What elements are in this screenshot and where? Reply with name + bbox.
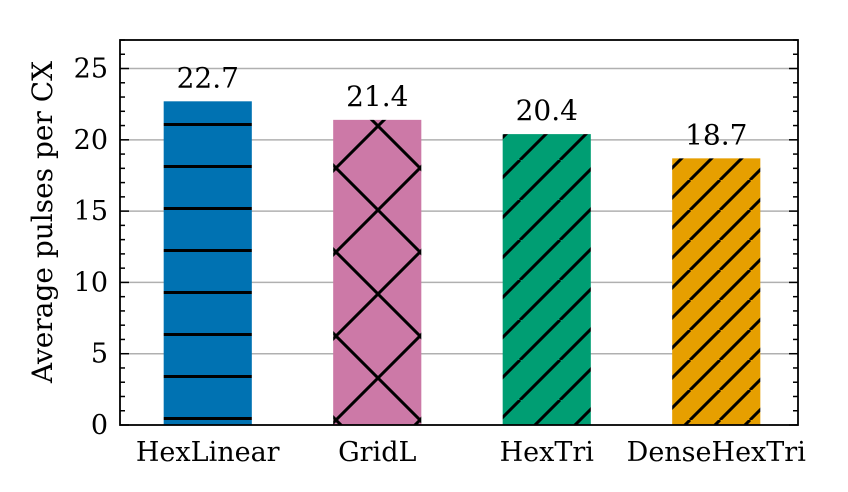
plot-frame: [119, 39, 799, 426]
y-tick-label-10: 10: [74, 267, 108, 298]
bars: [163, 101, 761, 425]
data-label-hextri: 20.4: [516, 94, 578, 127]
data-label-gridl: 21.4: [346, 80, 408, 113]
y-tick-label-25: 25: [74, 54, 108, 85]
y-tick-label-20: 20: [74, 125, 108, 156]
y-axis-label: Average pulses per CX: [26, 61, 59, 384]
bar-gridl: [333, 119, 422, 425]
bar-hextri: [502, 134, 591, 425]
y-tick-label-0: 0: [91, 410, 108, 441]
axes: [119, 39, 799, 426]
labels: 22.7 HexLinear 21.4 GridL 20.4 HexTri 18.7 Dens…: [74, 54, 807, 468]
x-tick-label-hexlinear: HexLinear: [136, 437, 280, 468]
bar-hexlinear: [163, 101, 252, 425]
x-tick-label-densehextri: DenseHexTri: [627, 437, 807, 468]
y-tick-label-15: 15: [74, 196, 108, 227]
bar-densehextri: [672, 158, 761, 425]
data-label-hexlinear: 22.7: [177, 61, 239, 94]
x-tick-label-gridl: GridL: [338, 437, 416, 468]
data-label-densehextri: 18.7: [685, 118, 747, 151]
y-tick-label-5: 5: [91, 339, 108, 370]
x-tick-label-hextri: HexTri: [500, 437, 595, 468]
